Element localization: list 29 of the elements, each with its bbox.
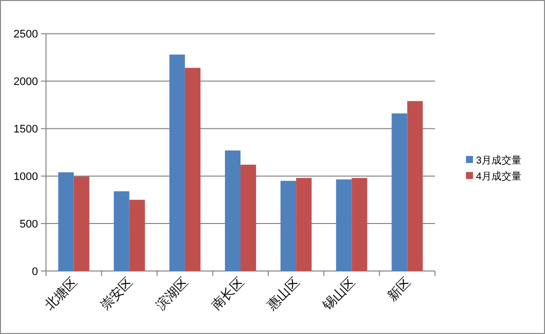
x-tick-label: 北塘区 <box>42 274 80 313</box>
x-tick-label: 崇安区 <box>97 274 136 313</box>
bar <box>58 172 74 271</box>
x-tick-label: 南长区 <box>208 274 247 313</box>
bar <box>224 150 240 271</box>
bar <box>184 68 200 271</box>
legend-label: 3月成交量 <box>476 154 522 166</box>
bar <box>280 180 296 271</box>
bar <box>74 176 90 271</box>
x-tick-label: 滨湖区 <box>152 274 192 313</box>
bar <box>129 200 145 271</box>
y-tick-label: 2000 <box>14 76 38 88</box>
y-tick-label: 1000 <box>14 171 38 184</box>
x-tick-label: 惠山区 <box>263 274 302 314</box>
y-tick-label: 500 <box>20 218 38 231</box>
y-tick-label: 2500 <box>14 28 38 41</box>
x-tick-label: 锡山区 <box>318 274 358 314</box>
bar <box>114 191 130 271</box>
x-tick-label: 新区 <box>384 274 414 304</box>
bar <box>240 164 256 271</box>
bar <box>169 54 185 271</box>
bar <box>407 101 423 271</box>
y-tick-label: 0 <box>32 266 38 278</box>
y-tick-label: 1500 <box>14 124 38 136</box>
bar <box>336 179 352 271</box>
bar <box>352 178 368 271</box>
legend-label: 4月成交量 <box>476 170 522 182</box>
bar <box>392 113 408 271</box>
bar <box>296 178 312 271</box>
